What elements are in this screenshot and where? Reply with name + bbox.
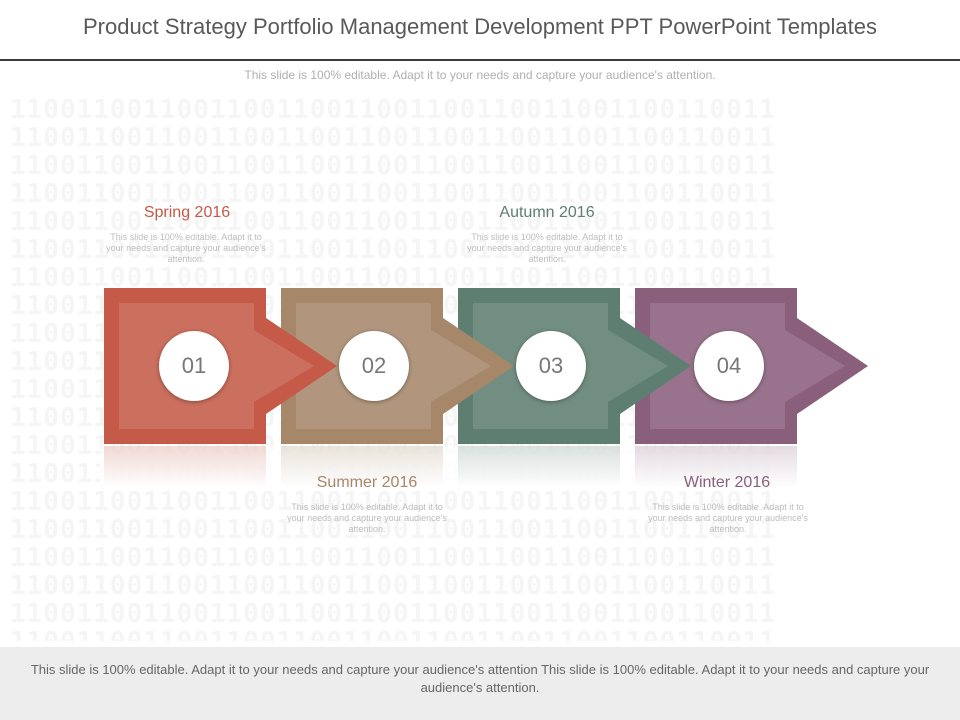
step-3-label: Autumn 2016	[499, 204, 595, 221]
slide-title: Product Strategy Portfolio Management De…	[82, 14, 878, 39]
step-3-description: This slide is 100% editable. Adapt it to…	[467, 232, 627, 264]
step-3-number: 03	[516, 331, 586, 401]
title-divider	[0, 59, 960, 61]
step-1-description: This slide is 100% editable. Adapt it to…	[106, 232, 266, 264]
step-2-number: 02	[339, 331, 409, 401]
step-4-number: 04	[694, 331, 764, 401]
step-1-number: 01	[159, 331, 229, 401]
step-2-label: Summer 2016	[316, 474, 418, 491]
footer-bar: This slide is 100% editable. Adapt it to…	[0, 647, 960, 720]
footer-text: This slide is 100% editable. Adapt it to…	[30, 662, 930, 695]
step-4-label: Winter 2016	[683, 474, 771, 491]
slide-subtitle: This slide is 100% editable. Adapt it to…	[244, 68, 716, 82]
step-4-description: This slide is 100% editable. Adapt it to…	[648, 502, 808, 534]
step-2-description: This slide is 100% editable. Adapt it to…	[287, 502, 447, 534]
step-1-label: Spring 2016	[143, 204, 231, 221]
